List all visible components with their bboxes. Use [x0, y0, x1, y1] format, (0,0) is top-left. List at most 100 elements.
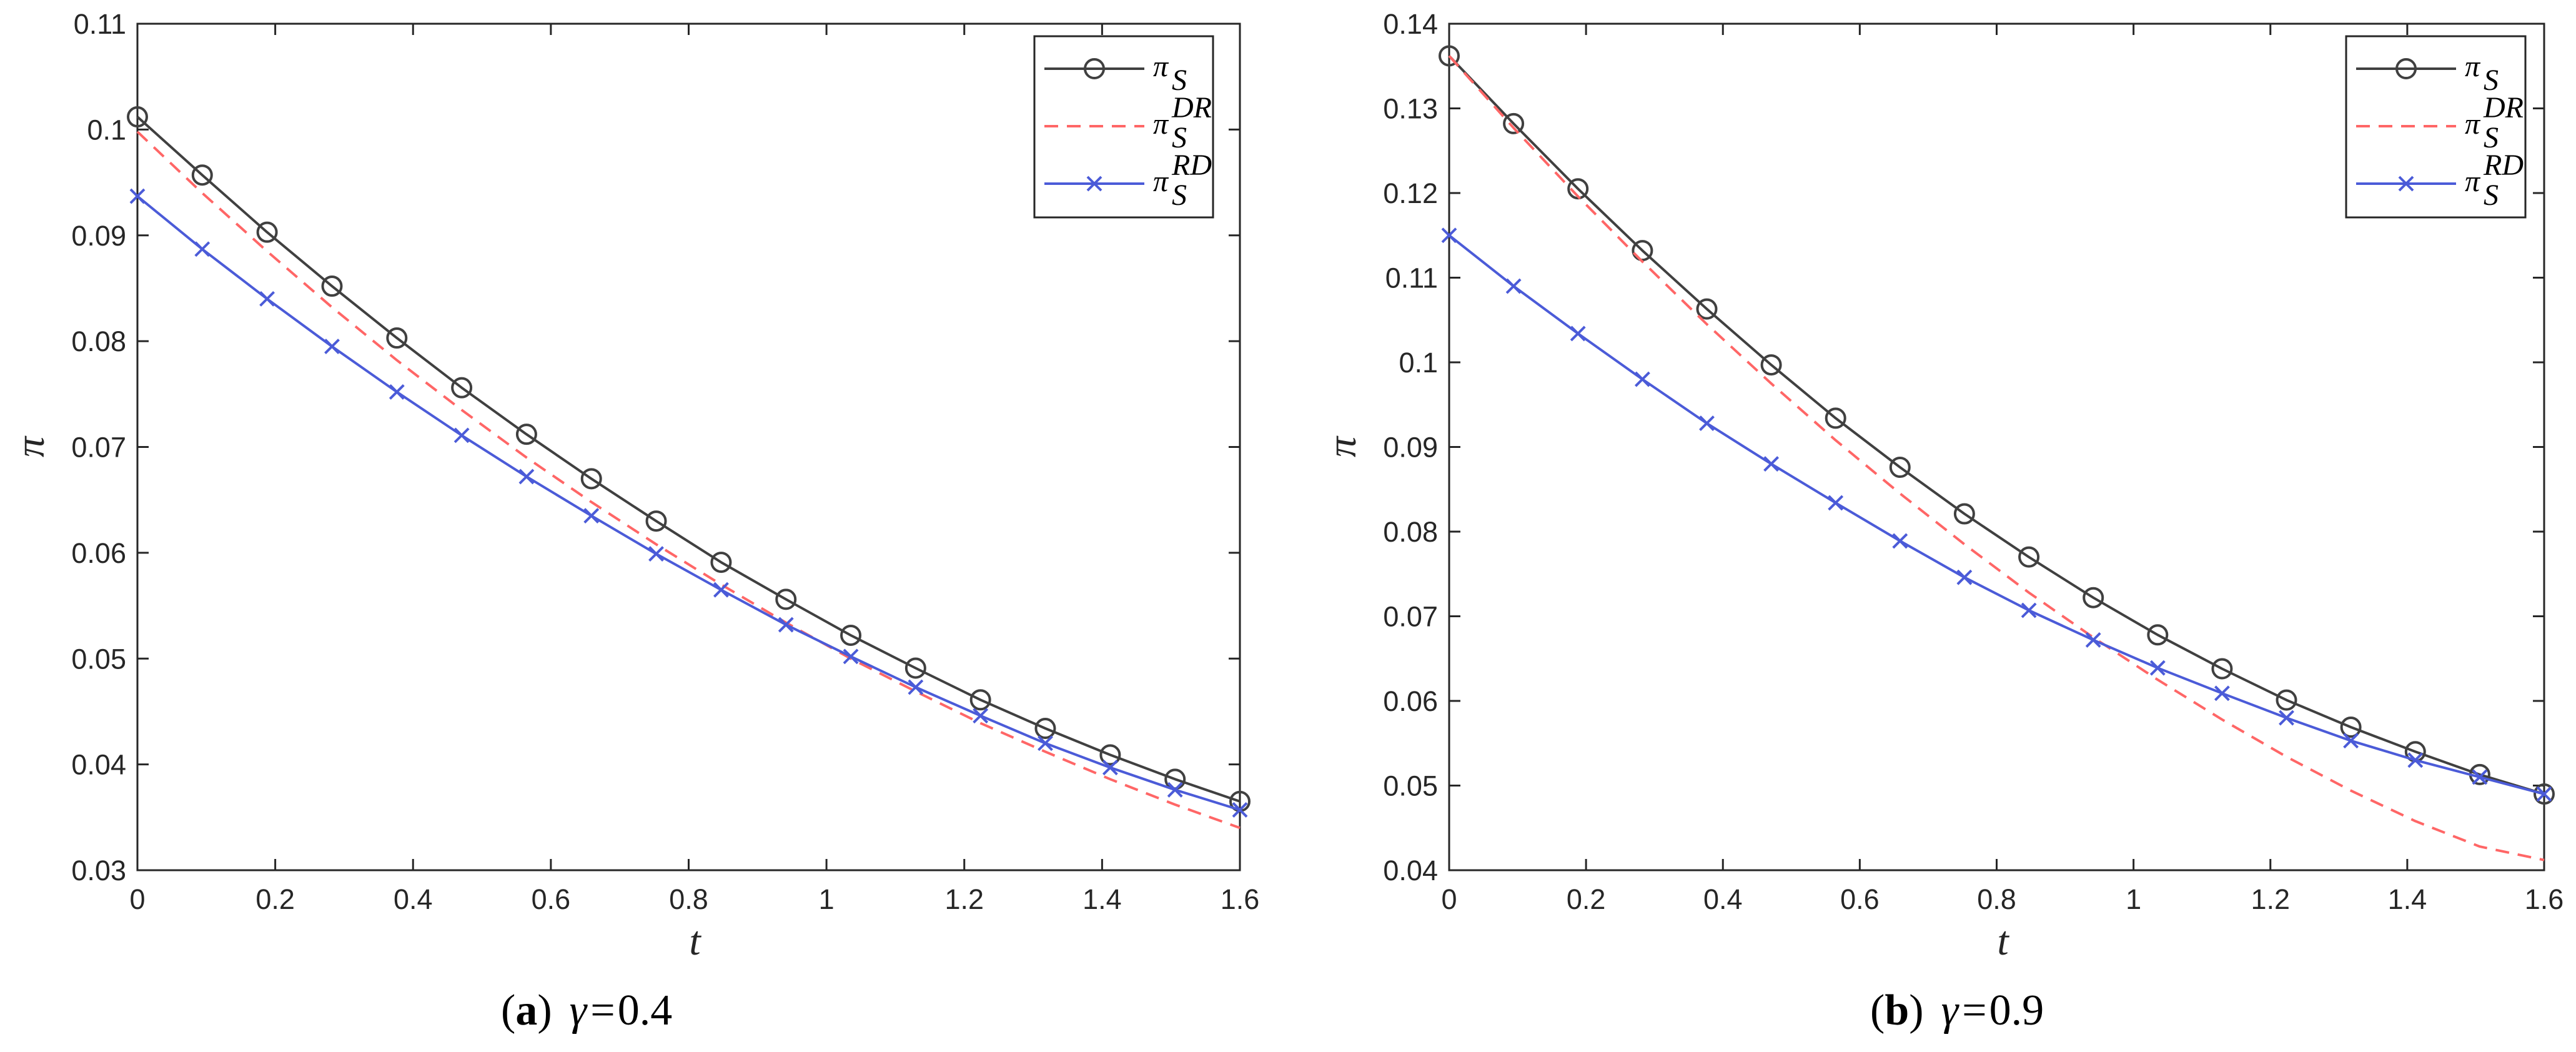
series-dr: [1448, 55, 2545, 861]
data-point-x-marker: [778, 617, 794, 633]
data-point-circle-marker: [321, 275, 343, 297]
data-point-x-marker: [2279, 710, 2294, 726]
caption-paren: (: [1870, 986, 1885, 1035]
legend-circle-marker: [1084, 58, 1105, 79]
data-point-x-marker: [713, 582, 729, 598]
legend-label-sup: RD: [2483, 149, 2524, 182]
data-point-circle-marker: [2018, 546, 2040, 568]
series-line: [136, 195, 1241, 811]
data-point-x-marker: [1102, 760, 1118, 776]
y-tick-label: 0.11: [74, 8, 126, 40]
data-point-x-marker: [2343, 733, 2359, 749]
legend-label-sub: S: [2484, 179, 2499, 212]
legend-label-sub: S: [2484, 121, 2499, 154]
x-tick-label: 1: [2126, 883, 2141, 915]
x-tick-label: 0.6: [532, 883, 571, 915]
data-point-x-marker: [2407, 752, 2424, 768]
legend-label-sup: DR: [2483, 91, 2524, 124]
data-point-x-marker: [1441, 227, 1457, 244]
legend-circle-marker: [2395, 58, 2417, 79]
legend-label-base: π: [2465, 50, 2481, 83]
caption-part: 0.9: [1989, 986, 2044, 1035]
x-tick-label: 0: [129, 883, 145, 915]
y-tick-label: 0.13: [1383, 93, 1438, 125]
caption-part: γ: [1941, 986, 1960, 1035]
y-tick-label: 0.07: [1383, 601, 1438, 633]
legend-label-base: π: [2465, 165, 2481, 198]
series-s: [1439, 45, 2555, 805]
data-point-x-marker: [2472, 769, 2488, 785]
caption-part: =: [590, 986, 615, 1035]
legend-label-sup: RD: [1171, 149, 1212, 182]
data-point-x-marker: [908, 679, 924, 695]
data-point-circle-marker: [904, 657, 926, 679]
y-tick-label: 0.08: [71, 325, 126, 357]
data-point-circle-marker: [2083, 587, 2104, 608]
data-point-circle-marker: [256, 221, 278, 243]
series-s: [127, 106, 1251, 812]
data-point-circle-marker: [451, 377, 473, 399]
caption-part: =: [1962, 986, 1986, 1035]
x-tick-label: 0.6: [1840, 883, 1880, 915]
chart-panel-a: 0 0.2 0.4 0.6 0.8 1 1.2 1.4 1.6 0.03 0.04 0.05 0.06 0…: [7, 8, 1259, 1035]
x-tick-label: 1.2: [2251, 883, 2290, 915]
data-point-x-marker: [1763, 456, 1780, 472]
data-point-x-marker: [194, 241, 211, 257]
x-axis-label: t: [1997, 918, 2009, 964]
data-point-x-marker: [648, 546, 664, 562]
data-point-x-marker: [324, 339, 340, 355]
data-point-circle-marker: [1889, 457, 1911, 479]
legend-x-marker: [2398, 176, 2414, 192]
data-point-x-marker: [518, 469, 535, 485]
x-tick-label: 1.2: [944, 883, 984, 915]
data-point-x-marker: [1038, 735, 1053, 752]
data-point-x-marker: [1167, 782, 1183, 798]
y-tick-label: 0.07: [71, 432, 126, 464]
caption-paren: (: [501, 986, 515, 1035]
legend-label-base: π: [1153, 107, 1169, 141]
legend-label-base: π: [1153, 50, 1169, 83]
y-tick-label: 0.04: [1383, 855, 1438, 886]
data-point-x-marker: [973, 708, 989, 724]
data-point-x-marker: [2536, 786, 2552, 802]
y-axis-label: π: [7, 435, 53, 457]
data-point-x-marker: [1570, 325, 1586, 342]
x-axis-label: t: [689, 918, 701, 964]
data-point-circle-marker: [1099, 744, 1121, 766]
legend-label-base: π: [1153, 165, 1169, 198]
data-point-x-marker: [1505, 278, 1522, 294]
series-line: [1448, 234, 2545, 795]
y-axis-label: π: [1319, 435, 1365, 457]
data-point-circle-marker: [1825, 407, 1846, 429]
data-point-circle-marker: [1760, 354, 1782, 376]
y-tick-label: 0.03: [71, 855, 126, 886]
x-tick-label: 0.4: [394, 883, 433, 915]
series-line: [136, 116, 1241, 803]
y-tick-label: 0.1: [1399, 347, 1438, 379]
data-point-x-marker: [1232, 802, 1248, 818]
data-point-circle-marker: [1953, 503, 1975, 525]
data-point-circle-marker: [2211, 658, 2233, 680]
x-tick-label: 0.2: [255, 883, 295, 915]
series-rd: [129, 188, 1248, 818]
x-tick-label: 0: [1441, 883, 1457, 915]
caption-paren: ): [537, 986, 552, 1035]
data-point-circle-marker: [775, 588, 797, 610]
caption-part: γ: [570, 986, 588, 1035]
series-line: [1448, 55, 2545, 861]
caption-part: a: [515, 986, 537, 1035]
data-point-x-marker: [2085, 632, 2101, 648]
data-point-x-marker: [2149, 660, 2166, 676]
legend-label-sub: S: [2484, 64, 2499, 97]
x-tick-label: 1.4: [1082, 883, 1122, 915]
y-tick-label: 0.05: [71, 643, 126, 675]
data-point-circle-marker: [2534, 783, 2555, 805]
x-tick-label: 0.2: [1567, 883, 1606, 915]
x-tick-label: 0.4: [1703, 883, 1743, 915]
y-tick-label: 0.14: [1383, 8, 1438, 40]
data-point-x-marker: [259, 290, 275, 307]
data-point-circle-marker: [840, 624, 862, 646]
caption-paren: ): [1909, 986, 1923, 1035]
